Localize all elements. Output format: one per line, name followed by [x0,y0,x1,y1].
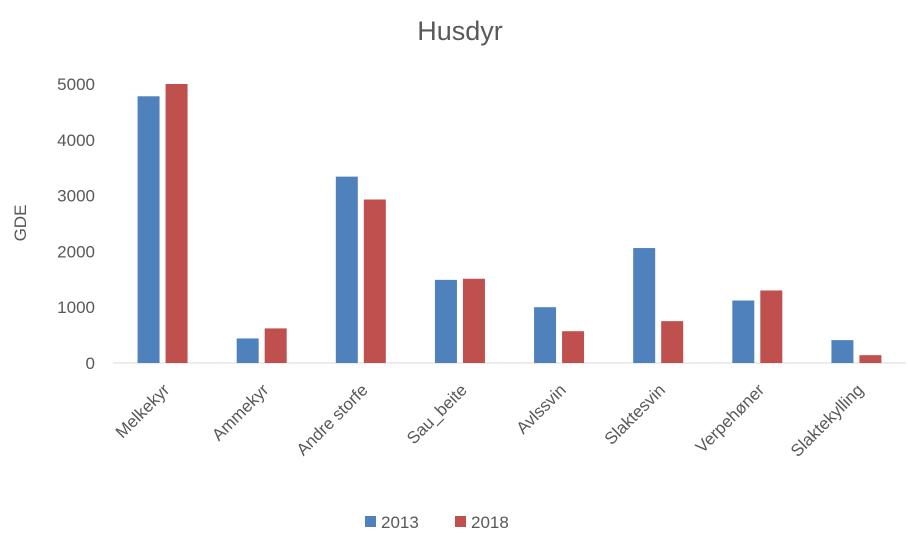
x-tick-label: Melkekyr [112,380,174,442]
legend-swatch [365,516,376,527]
y-axis-label: GDE [11,205,30,242]
x-tick-label: Verpehøner [692,380,768,456]
bar [760,290,783,363]
bar [732,300,755,363]
bar [165,84,188,363]
y-tick-label: 2000 [57,242,95,261]
bar [335,176,358,363]
bar [562,331,585,363]
chart-title: Husdyr [417,16,503,46]
bar [236,338,259,363]
y-tick-label: 3000 [57,187,95,206]
bar [831,340,854,363]
bar [434,279,457,363]
y-tick-label: 1000 [57,298,95,317]
bar [264,328,287,363]
bar [363,199,386,363]
bar [534,307,557,363]
y-tick-label: 0 [86,354,95,373]
x-tick-label: Sau_beite [403,380,471,448]
bar [859,355,882,363]
legend-label: 2018 [471,513,509,532]
legend-swatch [455,516,466,527]
x-tick-label: Slaktekylling [787,380,867,460]
x-tick-label: Slaktesvin [601,380,669,448]
x-tick-label: Andre storfe [293,380,372,459]
legend-label: 2013 [381,513,419,532]
bar [137,96,160,363]
bar [661,321,684,363]
x-tick-label: Ammekyr [208,380,272,444]
bar [462,278,485,363]
y-tick-label: 5000 [57,75,95,94]
x-tick-label: Avlssvin [513,380,570,437]
bar [633,248,656,363]
y-tick-label: 4000 [57,131,95,150]
